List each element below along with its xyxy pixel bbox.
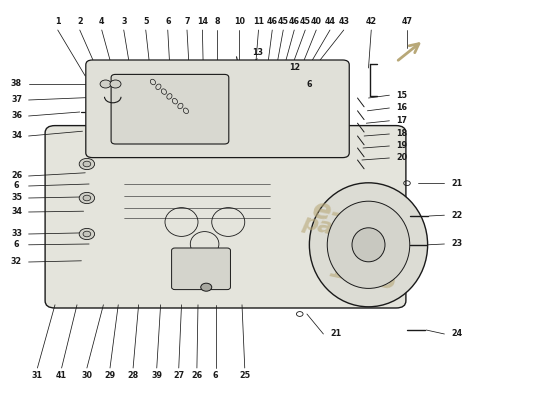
Text: since: since [328, 243, 371, 265]
FancyBboxPatch shape [172, 248, 230, 290]
Text: 25: 25 [239, 371, 250, 380]
Ellipse shape [83, 231, 91, 237]
Ellipse shape [83, 195, 91, 201]
Text: 42: 42 [366, 18, 377, 26]
Ellipse shape [100, 80, 111, 88]
Text: e-: e- [310, 195, 345, 229]
Ellipse shape [110, 80, 121, 88]
Text: passion: passion [300, 212, 398, 252]
Text: 2: 2 [77, 18, 82, 26]
Text: 10: 10 [234, 18, 245, 26]
Text: 21: 21 [451, 179, 462, 188]
Text: 23: 23 [451, 240, 462, 248]
Text: 38: 38 [11, 80, 22, 88]
Text: 47: 47 [402, 18, 412, 26]
Text: 4: 4 [99, 18, 104, 26]
Text: 26: 26 [11, 172, 22, 180]
Text: 21: 21 [330, 330, 341, 338]
Text: 36: 36 [11, 112, 22, 120]
Text: 32: 32 [11, 258, 22, 266]
Ellipse shape [79, 192, 95, 204]
Text: 11: 11 [253, 18, 264, 26]
Text: 30: 30 [81, 371, 92, 380]
Text: 18: 18 [396, 130, 407, 138]
Text: 20: 20 [396, 154, 407, 162]
Text: 16: 16 [396, 104, 407, 112]
Text: 3: 3 [121, 18, 126, 26]
Text: 7: 7 [184, 18, 190, 26]
Ellipse shape [83, 161, 91, 167]
Text: 8: 8 [214, 18, 220, 26]
Text: 46: 46 [289, 18, 300, 26]
Text: 14: 14 [197, 18, 208, 26]
FancyBboxPatch shape [45, 126, 406, 308]
Ellipse shape [79, 228, 95, 240]
Text: 45: 45 [300, 18, 311, 26]
Text: 13: 13 [252, 48, 263, 57]
Text: 26: 26 [191, 371, 202, 380]
Text: 12: 12 [289, 64, 300, 72]
FancyBboxPatch shape [86, 60, 349, 158]
Text: 34: 34 [11, 132, 22, 140]
Text: 33: 33 [11, 230, 22, 238]
Ellipse shape [352, 228, 385, 262]
Text: 1985: 1985 [327, 257, 399, 295]
Text: 31: 31 [32, 371, 43, 380]
Text: 28: 28 [128, 371, 139, 380]
Text: 15: 15 [396, 91, 407, 100]
Text: 40: 40 [311, 18, 322, 26]
Text: 1: 1 [55, 18, 60, 26]
Text: 6: 6 [165, 18, 170, 26]
Text: 24: 24 [451, 330, 462, 338]
Ellipse shape [201, 283, 212, 291]
Text: 37: 37 [11, 96, 22, 104]
Text: 22: 22 [451, 211, 462, 220]
Text: 6: 6 [14, 182, 19, 190]
Text: 41: 41 [56, 371, 67, 380]
Text: 6: 6 [14, 240, 19, 249]
Ellipse shape [327, 201, 410, 288]
Text: 5: 5 [143, 18, 148, 26]
Text: 27: 27 [173, 371, 184, 380]
Text: 29: 29 [104, 371, 116, 380]
Text: 34: 34 [11, 208, 22, 216]
Text: 43: 43 [338, 18, 349, 26]
Text: 39: 39 [151, 371, 162, 380]
Text: 6: 6 [213, 371, 218, 380]
Text: 46: 46 [267, 18, 278, 26]
FancyBboxPatch shape [111, 74, 229, 144]
Text: 45: 45 [278, 18, 289, 26]
Ellipse shape [309, 183, 428, 307]
Text: 19: 19 [396, 142, 407, 150]
Text: 35: 35 [11, 194, 22, 202]
Text: 44: 44 [324, 18, 336, 26]
Text: 6: 6 [306, 80, 312, 89]
Ellipse shape [79, 158, 95, 170]
Text: 17: 17 [396, 116, 407, 125]
